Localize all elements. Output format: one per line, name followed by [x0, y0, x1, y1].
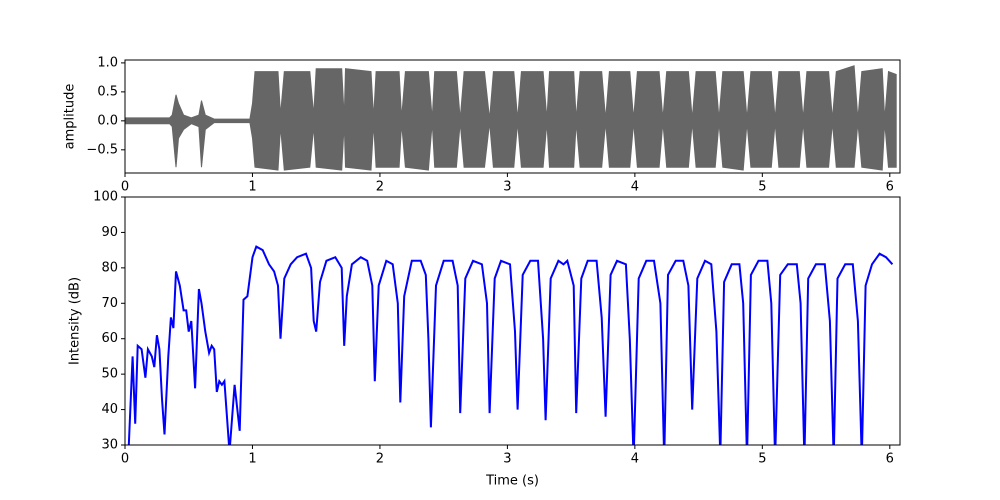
x-tick-label: 4 — [631, 452, 639, 467]
y-tick-label: 40 — [101, 402, 118, 417]
y-tick-label: 30 — [101, 438, 118, 453]
x-tick-label: 1 — [248, 452, 256, 467]
x-tick-label: 4 — [631, 180, 639, 195]
plot-area — [125, 65, 897, 171]
x-tick-label: 6 — [886, 180, 894, 195]
y-tick-label: 70 — [101, 296, 118, 311]
y-axis-label: amplitude — [63, 84, 78, 150]
y-tick-label: 1.0 — [97, 55, 118, 70]
x-tick-label: 0 — [121, 180, 129, 195]
x-tick-label: 2 — [376, 452, 384, 467]
y-tick-label: 80 — [101, 260, 118, 275]
y-tick-label: 50 — [101, 367, 118, 382]
plot-area — [127, 245, 894, 445]
y-tick-label: 0.5 — [97, 84, 118, 99]
y-tick-label: 90 — [101, 225, 118, 240]
x-tick-label: 3 — [503, 452, 511, 467]
y-tick-label: −0.5 — [86, 142, 118, 157]
x-tick-label: 2 — [376, 180, 384, 195]
intensity-line — [127, 245, 894, 445]
x-tick-label: 5 — [758, 180, 766, 195]
x-tick-label: 0 — [121, 452, 129, 467]
x-axis-label: Time (s) — [485, 474, 539, 489]
axes-frame — [124, 59, 901, 174]
x-tick-label: 3 — [503, 180, 511, 195]
x-tick-label: 6 — [886, 452, 894, 467]
y-tick-label: 60 — [101, 331, 118, 346]
y-tick-label: 100 — [93, 190, 118, 205]
x-tick-label: 1 — [248, 180, 256, 195]
axes-frame — [124, 196, 901, 446]
x-tick-label: 5 — [758, 452, 766, 467]
y-tick-label: 0.0 — [97, 113, 118, 128]
y-axis-label: Intensity (dB) — [68, 277, 83, 365]
waveform — [125, 65, 897, 171]
